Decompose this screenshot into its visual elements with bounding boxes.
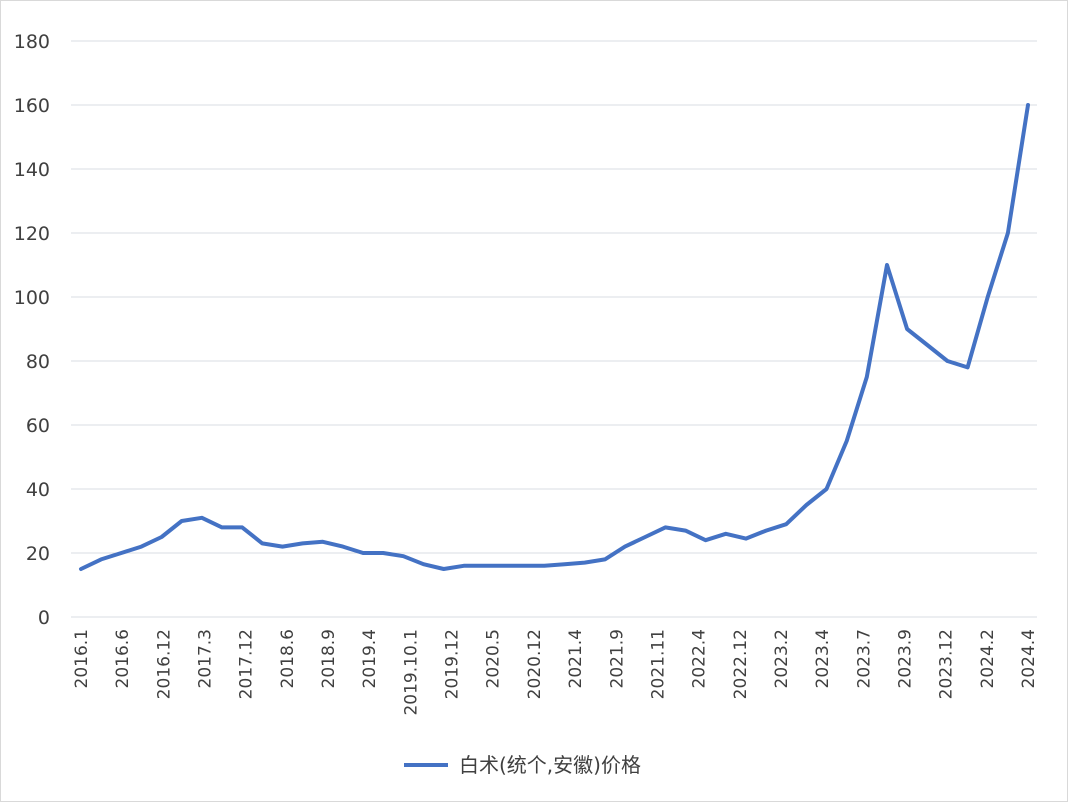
data-point (1026, 103, 1030, 107)
data-point (825, 487, 829, 491)
x-tick-label: 2019.12 (443, 629, 463, 699)
y-tick-label: 80 (26, 351, 50, 373)
legend-label: 白术(统个,安徽)价格 (459, 753, 641, 777)
series-lines (79, 103, 1030, 571)
x-tick-label: 2023.2 (772, 629, 792, 688)
x-tick-label: 2020.5 (484, 629, 504, 688)
data-point (401, 554, 405, 558)
data-point (99, 557, 103, 561)
data-point (422, 562, 426, 566)
data-point (301, 541, 305, 545)
data-point (220, 525, 224, 529)
x-tick-label: 2019.4 (360, 629, 380, 688)
y-axis-ticks: 0 20 40 60 80 100 120 140 160 180 (14, 31, 50, 629)
x-tick-label: 2021.4 (566, 629, 586, 688)
x-tick-label: 2019.10.1 (401, 629, 421, 716)
y-tick-label: 140 (14, 159, 50, 181)
data-point (240, 525, 244, 529)
data-point (563, 562, 567, 566)
x-tick-label: 2016.1 (72, 629, 92, 688)
data-point (865, 375, 869, 379)
x-tick-label: 2021.9 (607, 629, 627, 688)
data-point (260, 541, 264, 545)
x-tick-label: 2021.11 (648, 629, 668, 699)
x-tick-label: 2016.12 (154, 629, 174, 699)
data-point (663, 525, 667, 529)
data-point (784, 522, 788, 526)
data-point (381, 551, 385, 555)
data-point (643, 535, 647, 539)
data-point (180, 519, 184, 523)
x-tick-label: 2023.9 (895, 629, 915, 688)
y-tick-label: 160 (14, 95, 50, 117)
data-point (200, 516, 204, 520)
data-point (704, 538, 708, 542)
data-point (845, 439, 849, 443)
data-point (744, 537, 748, 541)
x-tick-label: 2024.4 (1019, 629, 1039, 688)
data-point (160, 535, 164, 539)
x-tick-label: 2017.3 (196, 629, 216, 688)
data-point (966, 365, 970, 369)
y-tick-label: 20 (26, 543, 50, 565)
x-tick-label: 2022.4 (690, 629, 710, 688)
data-point (482, 564, 486, 568)
y-tick-label: 0 (38, 607, 50, 629)
x-tick-label: 2023.4 (813, 629, 833, 688)
y-tick-label: 60 (26, 415, 50, 437)
x-tick-label: 2020.12 (525, 629, 545, 699)
y-tick-label: 120 (14, 223, 50, 245)
data-point (603, 557, 607, 561)
data-point (341, 545, 345, 549)
x-tick-label: 2023.7 (854, 629, 874, 688)
data-point (139, 545, 143, 549)
data-point (462, 564, 466, 568)
legend: 白术(统个,安徽)价格 (404, 753, 641, 777)
series-line (79, 103, 1030, 571)
x-tick-label: 2018.6 (278, 629, 298, 688)
data-point (79, 567, 83, 571)
x-tick-label: 2016.6 (113, 629, 133, 688)
data-point (986, 295, 990, 299)
y-tick-label: 180 (14, 31, 50, 53)
data-point (1006, 231, 1010, 235)
x-tick-label: 2023.12 (937, 629, 957, 699)
x-axis-ticks: 2016.1 2016.6 2016.12 2017.3 2017.12 2018.6 20… (72, 629, 1039, 716)
data-point (623, 545, 627, 549)
data-point (502, 564, 506, 568)
data-point (361, 551, 365, 555)
data-point (885, 263, 889, 267)
data-point (804, 503, 808, 507)
data-point (442, 567, 446, 571)
data-point (321, 540, 325, 544)
y-tick-label: 100 (14, 287, 50, 309)
data-point (522, 564, 526, 568)
x-tick-label: 2024.2 (978, 629, 998, 688)
data-point (542, 564, 546, 568)
gridlines (71, 40, 1037, 618)
data-point (925, 343, 929, 347)
data-point (945, 359, 949, 363)
y-tick-label: 40 (26, 479, 50, 501)
data-point (905, 327, 909, 331)
data-point (583, 561, 587, 565)
data-point (281, 545, 285, 549)
data-point (764, 529, 768, 533)
data-point (724, 532, 728, 536)
x-tick-label: 2017.12 (237, 629, 257, 699)
x-tick-label: 2018.9 (319, 629, 339, 688)
data-point (119, 551, 123, 555)
data-point (684, 529, 688, 533)
x-tick-label: 2022.12 (731, 629, 751, 699)
